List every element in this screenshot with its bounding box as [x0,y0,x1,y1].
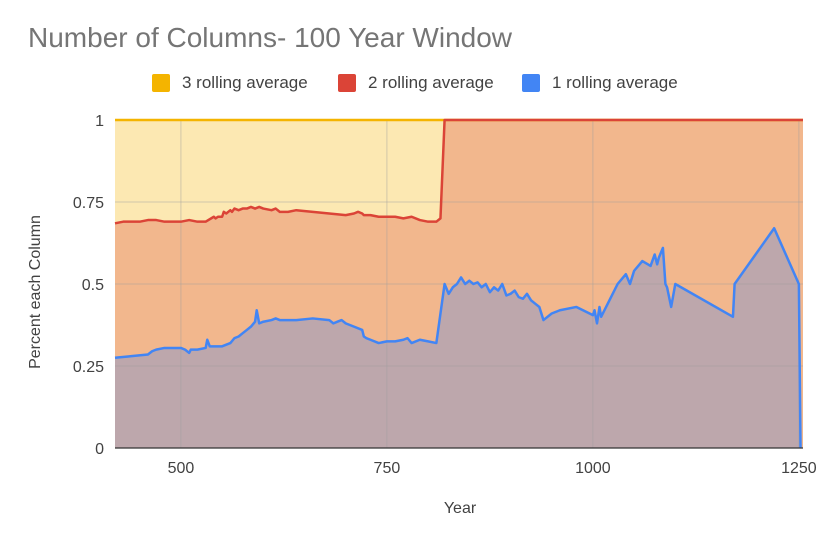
y-tick-label: 1 [95,113,104,130]
legend-item-2-rolling-average[interactable]: 2 rolling average [338,72,494,94]
legend: 3 rolling average 2 rolling average 1 ro… [0,72,829,94]
legend-item-3-rolling-average[interactable]: 3 rolling average [152,72,308,94]
y-tick-label: 0.25 [73,359,104,376]
y-tick-label: 0 [95,441,104,458]
series-line-2-rolling-average [114,118,803,225]
legend-swatch-2-rolling-average [338,74,356,92]
x-tick-label: 1000 [575,460,611,477]
legend-swatch-3-rolling-average [152,74,170,92]
legend-label-3-rolling-average: 3 rolling average [182,73,308,92]
series-area-2-rolling-average [115,120,803,448]
x-tick-label: 500 [168,460,195,477]
x-axis-label: Year [443,500,477,517]
y-tick-label: 0.5 [82,277,104,294]
x-tick-label: 750 [374,460,401,477]
x-tick-label: 1250 [781,460,817,477]
series-line-1-rolling-average [114,226,802,449]
legend-label-1-rolling-average: 1 rolling average [552,73,678,92]
y-axis-label: Percent each Column [27,215,44,369]
plot-background [115,120,803,448]
legend-item-1-rolling-average[interactable]: 1 rolling average [522,72,678,94]
series-area-3-rolling-average [115,120,803,448]
y-tick-label: 0.75 [73,195,104,212]
chart-title: Number of Columns- 100 Year Window [28,22,513,53]
legend-swatch-1-rolling-average [522,74,540,92]
legend-label-2-rolling-average: 2 rolling average [368,73,494,92]
